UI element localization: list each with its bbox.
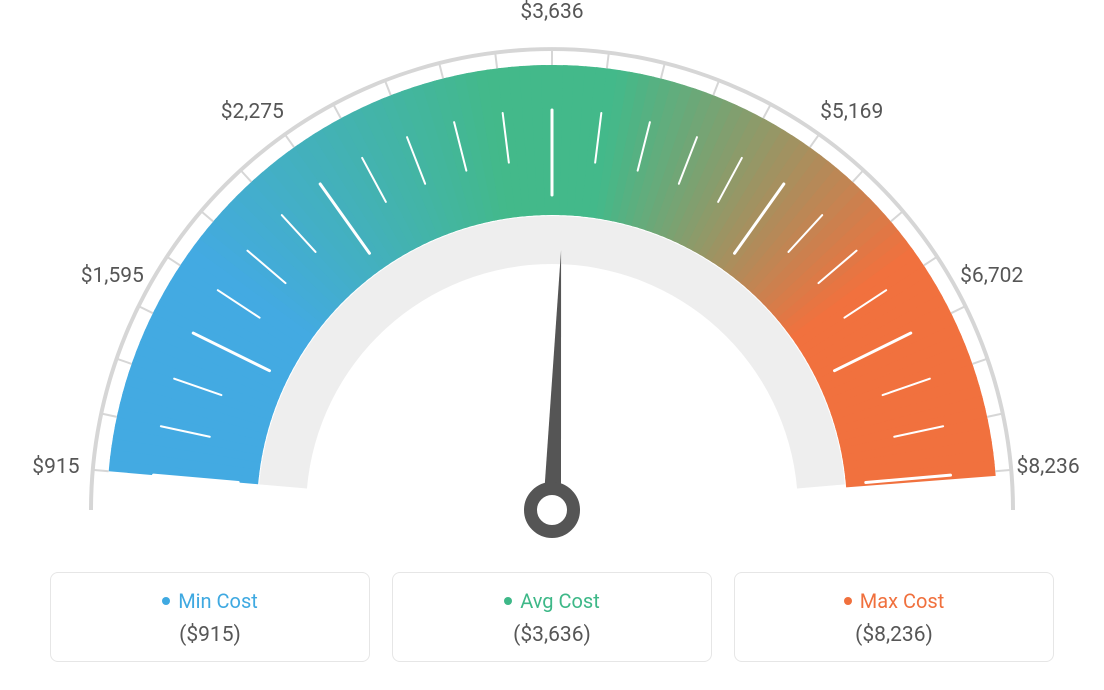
- gauge-tick-label: $915: [32, 455, 79, 479]
- legend-title-avg: Avg Cost: [393, 589, 711, 613]
- legend-row: Min Cost ($915) Avg Cost ($3,636) Max Co…: [0, 572, 1104, 662]
- legend-value-min: ($915): [51, 623, 369, 647]
- legend-value-max: ($8,236): [735, 623, 1053, 647]
- gauge: $915 $1,595 $2,275 $3,636 $5,169 $6,702 $8,236: [0, 0, 1104, 560]
- gauge-svg: [0, 0, 1104, 560]
- gauge-tick-label: $3,636: [520, 0, 583, 24]
- gauge-tick-label: $6,702: [960, 264, 1023, 288]
- dot-icon: [844, 597, 852, 605]
- legend-title-min: Min Cost: [51, 589, 369, 613]
- chart-container: $915 $1,595 $2,275 $3,636 $5,169 $6,702 $8,236…: [0, 0, 1104, 690]
- legend-title-text: Avg Cost: [520, 589, 600, 613]
- gauge-tick-label: $1,595: [81, 264, 144, 288]
- gauge-tick-label: $5,169: [820, 100, 883, 124]
- dot-icon: [162, 597, 170, 605]
- legend-title-text: Max Cost: [860, 589, 945, 613]
- gauge-tick-label: $2,275: [221, 100, 284, 124]
- legend-card-max: Max Cost ($8,236): [734, 572, 1054, 662]
- dot-icon: [504, 597, 512, 605]
- gauge-tick-label: $8,236: [1017, 455, 1080, 479]
- legend-card-avg: Avg Cost ($3,636): [392, 572, 712, 662]
- legend-value-avg: ($3,636): [393, 623, 711, 647]
- legend-title-text: Min Cost: [178, 589, 258, 613]
- legend-card-min: Min Cost ($915): [50, 572, 370, 662]
- legend-title-max: Max Cost: [735, 589, 1053, 613]
